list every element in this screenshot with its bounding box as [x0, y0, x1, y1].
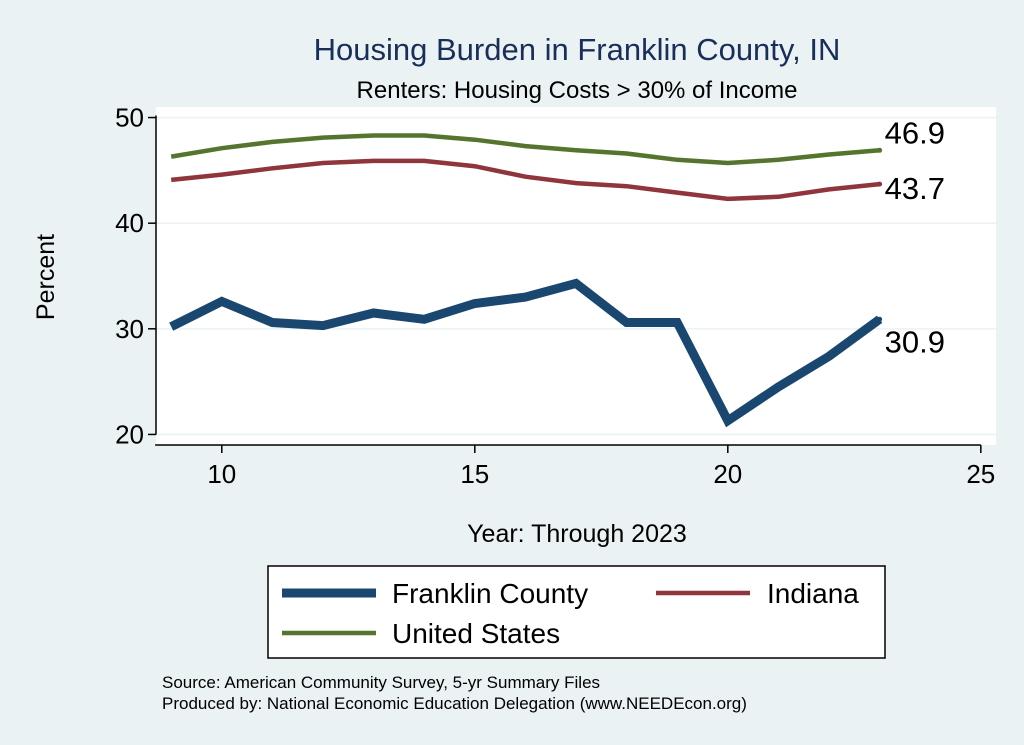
y-tick-label-40: 40	[115, 208, 144, 238]
x-tick-label-25: 25	[966, 459, 995, 489]
source-note: Source: American Community Survey, 5-yr …	[162, 673, 600, 692]
gridlines	[156, 116, 996, 436]
x-tick-label-20: 20	[713, 459, 742, 489]
end-labels: 30.9 43.7 46.9	[885, 115, 945, 359]
series-line-united-states	[170, 133, 880, 166]
x-tick-label-10: 10	[207, 459, 236, 489]
chart-subtitle: Renters: Housing Costs > 30% of Income	[357, 77, 798, 104]
series-endpoint-indiana	[877, 181, 883, 187]
legend-box	[267, 565, 886, 659]
legend-label-united-states: United States	[392, 618, 560, 649]
series-endpoint-united-states	[877, 147, 883, 153]
end-label-indiana: 43.7	[885, 171, 945, 206]
series-endpoint-franklin-county	[877, 316, 883, 322]
chart-title: Housing Burden in Franklin County, IN	[314, 32, 841, 67]
produced-by-note: Produced by: National Economic Education…	[162, 694, 747, 713]
series-layer	[169, 133, 883, 428]
x-axis-label: Year: Through 2023	[467, 520, 687, 548]
end-label-franklin-county: 30.9	[885, 324, 945, 359]
end-label-united-states: 46.9	[885, 115, 945, 150]
plot-area	[156, 107, 996, 445]
legend-label-indiana: Indiana	[767, 578, 859, 609]
series-line-franklin-county	[169, 278, 883, 428]
y-tick-label-50: 50	[115, 103, 144, 133]
legend: Franklin County Indiana United States	[267, 565, 886, 659]
y-axis: 20 30 40 50	[115, 103, 157, 449]
y-tick-label-20: 20	[115, 419, 144, 449]
legend-label-franklin-county: Franklin County	[392, 578, 588, 609]
series-line-indiana	[170, 158, 880, 202]
y-tick-label-30: 30	[115, 314, 144, 344]
x-axis: 10 15 20 25	[155, 444, 995, 489]
x-tick-label-15: 15	[460, 459, 489, 489]
y-axis-label: Percent	[32, 234, 60, 320]
